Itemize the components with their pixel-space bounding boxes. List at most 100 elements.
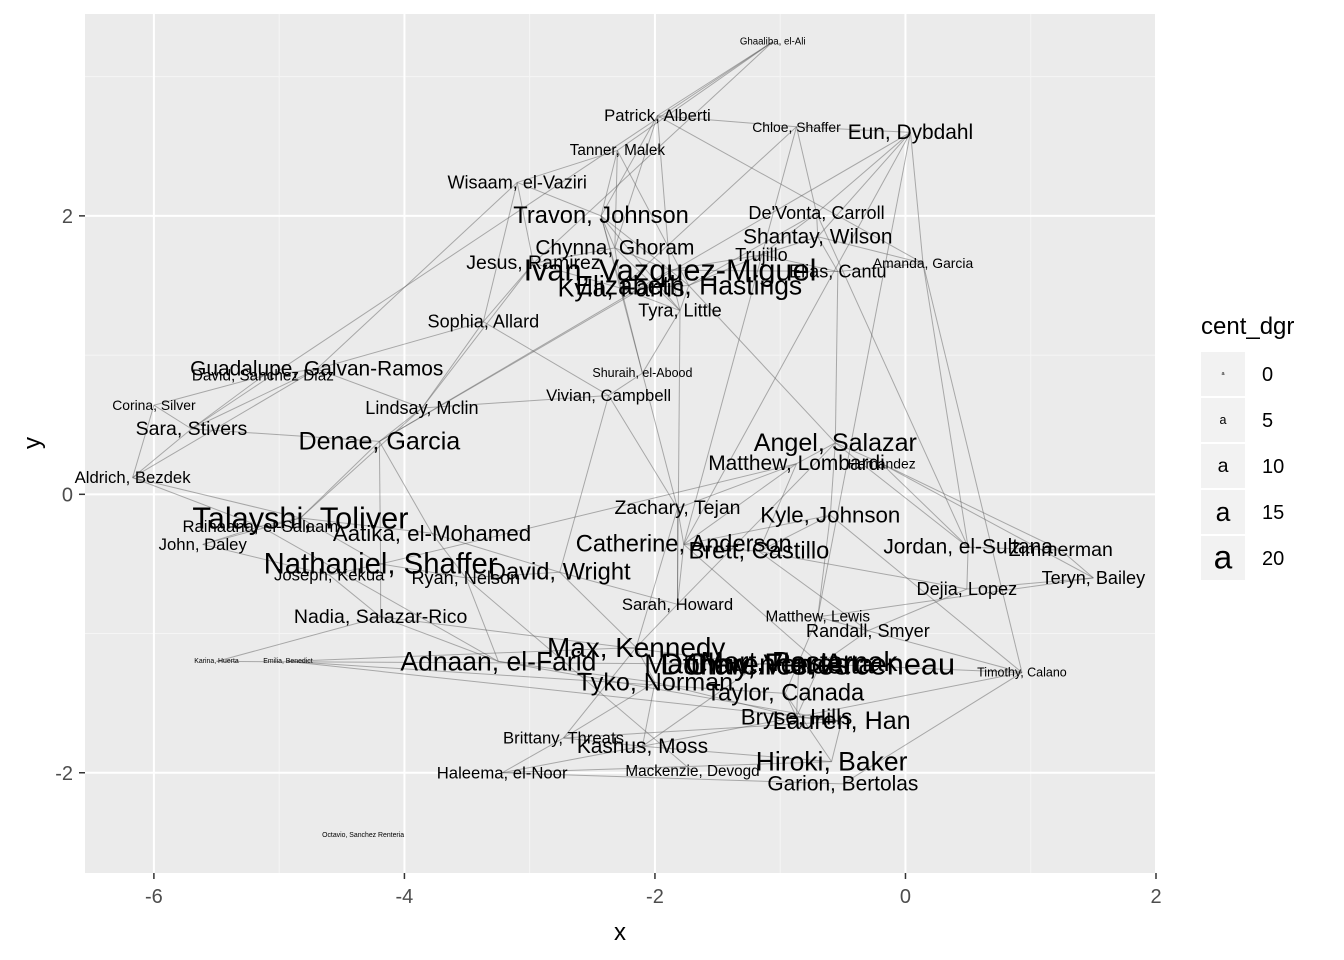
node-label: Emilia, Benedict [263, 658, 312, 665]
node-label: Talayshi, Toliver [192, 500, 408, 535]
network-edge [677, 508, 685, 545]
network-edge [132, 477, 261, 527]
node-label: Guadalupe, Galvan-Ramos [190, 358, 443, 381]
node-label: Donny, Flores [661, 647, 850, 682]
network-edge [608, 395, 678, 509]
network-edge [287, 646, 637, 662]
network-edge [881, 463, 1062, 551]
network-edge [657, 41, 773, 117]
node-label: Mackenzie, Devogd [625, 763, 759, 780]
legend: cent_dgr a 0 a 5 a 10 a 15 a 20 [1201, 313, 1294, 580]
network-edge [379, 407, 423, 442]
network-edge [656, 115, 671, 271]
y-tick-label: 0 [62, 484, 73, 506]
network-edge [669, 254, 762, 271]
network-edge [657, 115, 797, 128]
network-edge [755, 660, 800, 665]
network-edge [132, 477, 301, 519]
x-axis-title: x [614, 919, 626, 946]
network-edge [683, 126, 797, 545]
network-edge [600, 215, 622, 289]
network-edge [380, 616, 759, 665]
network-edge [798, 616, 819, 662]
node-label: Raihaana, el-Salaam [182, 517, 338, 536]
node-label: Corina, Silver [112, 397, 196, 413]
node-label: Kyla, Farris [558, 274, 685, 302]
node-label: Dejia, Lopez [917, 579, 1018, 599]
network-edge [191, 41, 773, 430]
node-label: Brett, Castillo [688, 538, 829, 564]
node-label: Trujillo [735, 245, 788, 265]
network-edge [287, 660, 842, 722]
network-edge [300, 517, 381, 565]
network-edge [378, 441, 382, 564]
network-edge [620, 126, 797, 289]
network-edge [829, 442, 836, 516]
network-edge [600, 115, 658, 217]
network-edge [795, 661, 800, 718]
network-edge [563, 681, 656, 739]
network-edge [202, 517, 301, 545]
network-edge [820, 663, 1022, 674]
minor-gridlines [85, 14, 1156, 873]
network-edge [533, 247, 615, 264]
node-label: Nathaniel, Shaffer [264, 547, 498, 580]
x-tick-label: -4 [396, 886, 414, 908]
network-edge [677, 442, 836, 605]
network-edge [421, 321, 484, 409]
node-label: Catherine, Anderson [576, 531, 792, 557]
legend-key-glyph: a [1220, 413, 1227, 427]
network-edge [817, 236, 839, 272]
network-edge [881, 463, 969, 548]
node-label: Chloe, Shaffer [752, 119, 841, 135]
network-edge [796, 663, 821, 718]
network-edge [498, 660, 656, 683]
network-edge [620, 288, 643, 374]
network-edge [559, 571, 678, 605]
legend-key-box [1201, 536, 1245, 580]
node-label: Clarence, Arceneau [686, 647, 956, 682]
network-edge [379, 131, 911, 442]
network-edge [608, 372, 643, 396]
legend-key-box [1201, 444, 1245, 488]
network-edge [431, 532, 560, 573]
x-tick-label: -6 [145, 886, 163, 908]
network-edge [132, 368, 317, 479]
network-edge [533, 262, 622, 289]
node-label: Octavio, Sanchez Renteria [322, 832, 404, 839]
network-edge [909, 132, 924, 264]
node-label: Randall, Smyer [806, 621, 930, 641]
node-label: Tanner, Malek [570, 142, 666, 159]
node-label: Mart, Pasternak [701, 646, 898, 677]
network-edge [817, 515, 831, 617]
network-edge [669, 270, 681, 311]
network-edge [758, 550, 967, 590]
legend-key-label: 5 [1262, 410, 1273, 432]
node-label: Wisaam, el-Vaziri [447, 172, 586, 192]
network-edge [191, 375, 264, 430]
node-label: Patrick, Alberti [604, 106, 711, 125]
node-label: De'Vonta, Carroll [748, 203, 884, 223]
x-tick-label: -2 [646, 886, 664, 908]
legend-key-glyph: a [1216, 497, 1231, 527]
network-edge [300, 441, 380, 519]
network-edge [300, 407, 423, 519]
legend-key-box [1201, 398, 1245, 442]
network-edge [132, 428, 192, 478]
network-edge [796, 126, 911, 133]
node-label: Shuraih, el-Abood [592, 366, 692, 380]
network-edge [641, 310, 681, 374]
network-edge [316, 321, 484, 370]
network-edge [683, 543, 759, 552]
node-label: Ghaaliba, el-Ali [740, 36, 806, 47]
node-label: Kyle, Johnson [760, 503, 900, 528]
node-label: Adnaan, el-Farid [400, 646, 596, 676]
legend-key-box [1201, 352, 1245, 396]
node-label: Matthew, Lewis [766, 608, 871, 625]
network-edge [758, 514, 831, 552]
network-edge [796, 672, 1023, 718]
network-edge [378, 441, 433, 534]
network-edge [642, 663, 760, 747]
x-tick-label: 0 [900, 886, 911, 908]
node-label: Joseph, Kekua [274, 566, 385, 585]
